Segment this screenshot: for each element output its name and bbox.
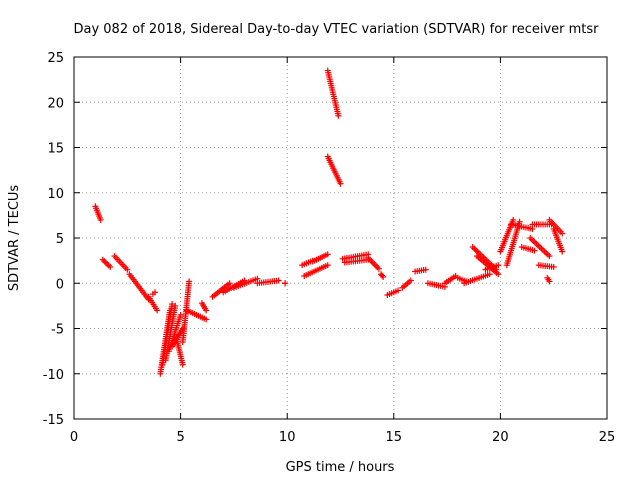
data-point-marker: [324, 262, 331, 269]
data-point-marker: [550, 263, 557, 270]
data-point-marker: [99, 256, 106, 263]
data-point-marker: [559, 230, 566, 237]
axis-ticks: 0 5 10 15 20 25 -15 -10 -5 0 5 10 15 20 25: [43, 51, 616, 445]
data-point-marker: [203, 316, 210, 323]
y-axis-label: SDTVAR / TECUs: [7, 185, 22, 292]
data-point-marker: [105, 262, 112, 269]
data-point-marker: [335, 112, 342, 119]
data-point-marker: [375, 265, 382, 272]
data-point-marker: [97, 216, 104, 223]
data-point-marker: [422, 266, 429, 273]
data-point-marker: [102, 259, 109, 266]
data-point-marker: [186, 278, 193, 285]
data-point-marker: [337, 180, 344, 187]
y-tick-label: 0: [56, 277, 64, 292]
data-point-marker: [177, 311, 184, 318]
x-tick-label: 5: [176, 430, 184, 445]
y-tick-label: 15: [47, 142, 64, 157]
data-point-marker: [169, 301, 176, 308]
x-tick-label: 10: [279, 430, 296, 445]
data-point-marker: [486, 271, 493, 278]
data-point-marker: [559, 248, 566, 255]
plot-frame: [73, 56, 608, 420]
data-point-marker: [179, 361, 186, 368]
data-point-marker: [407, 277, 414, 284]
y-tick-label: -15: [43, 413, 64, 428]
x-tick-label: 25: [599, 430, 616, 445]
data-point-marker: [203, 307, 210, 314]
x-tick-label: 0: [70, 430, 78, 445]
data-point-marker: [275, 277, 282, 284]
data-point-marker: [380, 273, 387, 280]
chart-title: Day 082 of 2018, Sidereal Day-to-day VTE…: [73, 22, 599, 37]
y-tick-label: 20: [47, 96, 64, 111]
data-point-marker: [324, 251, 331, 258]
data-point-marker: [172, 302, 179, 309]
x-tick-label: 15: [386, 430, 403, 445]
data-points: [92, 67, 566, 377]
grid-lines: [74, 57, 607, 419]
data-point-marker: [101, 258, 108, 265]
data-point-marker: [379, 272, 386, 279]
data-point-marker: [495, 271, 502, 278]
data-point-marker: [124, 266, 131, 273]
data-point-marker: [495, 262, 502, 269]
x-tick-label: 20: [492, 430, 509, 445]
data-point-marker: [395, 287, 402, 294]
x-axis-label: GPS time / hours: [286, 460, 395, 475]
data-point-marker: [226, 280, 233, 287]
data-point-marker: [152, 289, 159, 296]
y-tick-label: 25: [47, 51, 64, 66]
data-point-marker: [531, 247, 538, 254]
data-point-marker: [546, 278, 553, 285]
y-tick-label: -10: [43, 368, 64, 383]
data-point-marker: [282, 280, 289, 287]
y-tick-label: 10: [47, 187, 64, 202]
data-point-marker: [546, 253, 553, 260]
data-point-marker: [104, 261, 111, 268]
data-point-marker: [107, 263, 114, 270]
y-tick-label: -5: [51, 323, 64, 338]
data-point-marker: [154, 307, 161, 314]
y-tick-label: 5: [56, 232, 64, 247]
